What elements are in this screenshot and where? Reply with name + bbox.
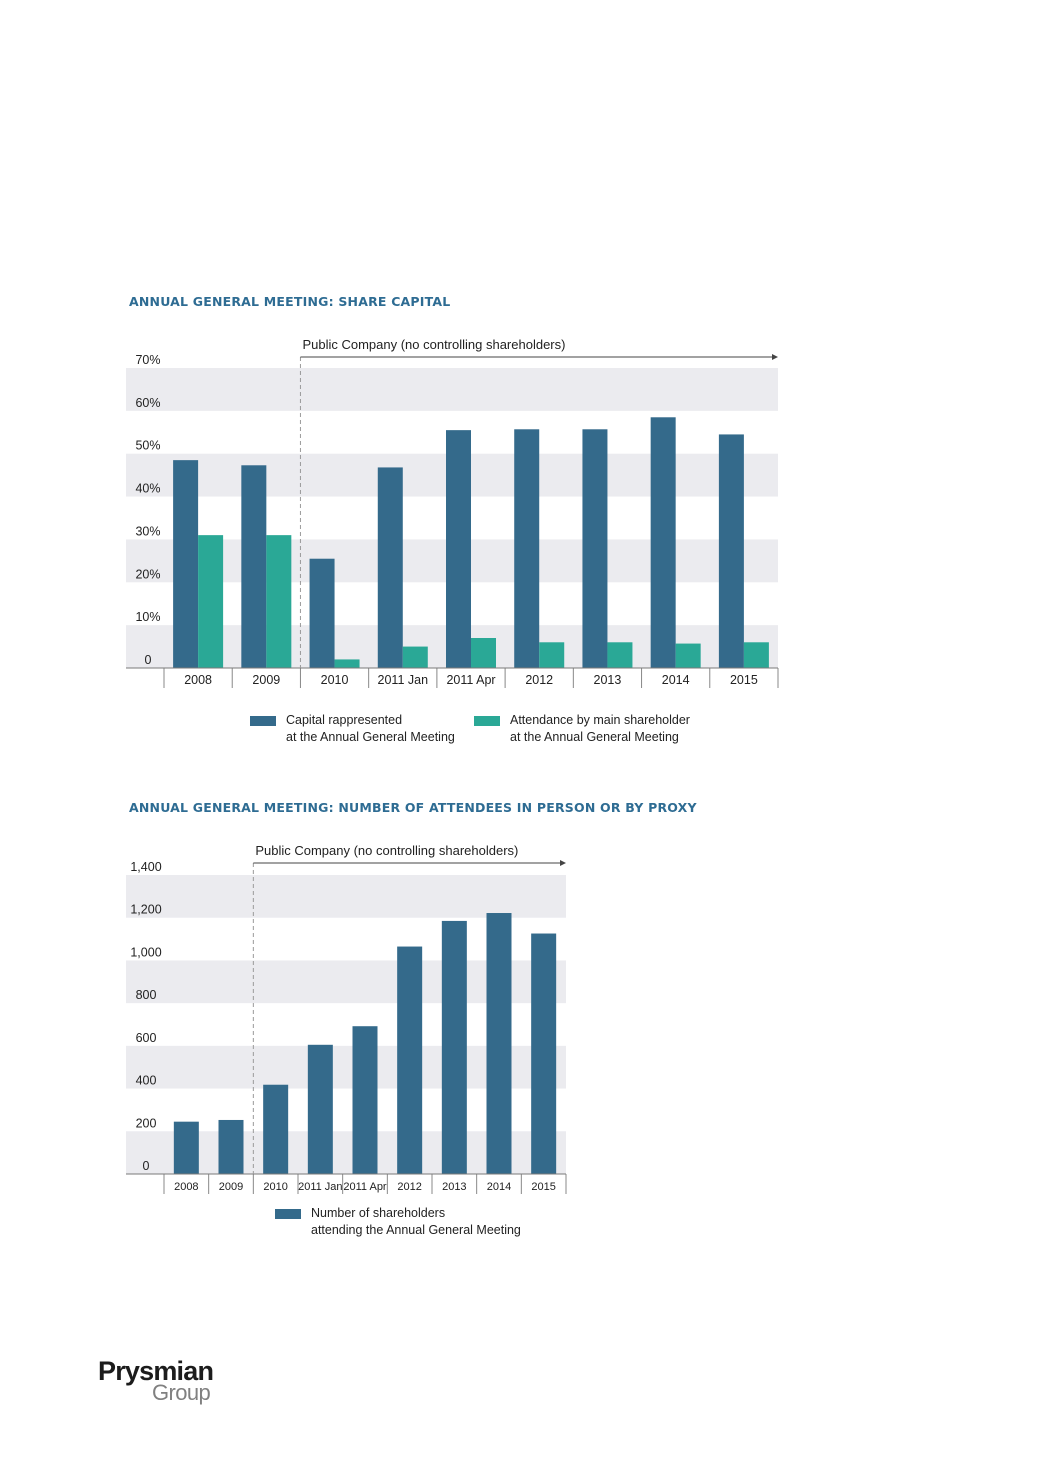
legend-attendance-label: Attendance by main shareholder at the Ann… [510, 713, 690, 744]
bar-attendance [675, 643, 701, 668]
y-tick-label: 60% [135, 396, 160, 410]
y-tick-label: 40% [135, 482, 160, 496]
bar-attendance [607, 642, 633, 668]
attendees-chart: 0 200 400 600 800 1,000 1,200 1,400 2008 2009 2010… [126, 843, 567, 1194]
y-tick-label: 50% [135, 439, 160, 453]
bar-capital [650, 417, 676, 668]
logo-main-text: Prysmian [98, 1356, 214, 1386]
x-tick-label: 2011 Jan [298, 1181, 342, 1193]
x-tick-label: 2015 [730, 673, 758, 687]
bar-capital [718, 434, 744, 668]
bar-shareholders [307, 1044, 333, 1174]
x-tick-label: 2012 [525, 673, 553, 687]
x-tick-label: 2013 [442, 1181, 466, 1193]
x-tick-label: 2014 [662, 673, 690, 687]
x-tick-label: 2014 [487, 1181, 511, 1193]
y-tick-label: 1,200 [130, 903, 161, 917]
x-tick-label: 2013 [594, 673, 622, 687]
bar-shareholders [218, 1119, 244, 1174]
legend-shareholders-label: Number of shareholders attending the Annu… [311, 1206, 521, 1237]
share-capital-chart: 0 10% 20% 30% 40% 50% 60% 70% 2008 2009 2010 2011 J… [126, 337, 779, 688]
x-tick-label: 2009 [252, 673, 280, 687]
legend-attendance-swatch [474, 716, 500, 726]
y-tick-label: 400 [136, 1074, 157, 1088]
bar-attendance [539, 642, 565, 668]
y-tick-label: 70% [135, 353, 160, 367]
bar-shareholders [531, 933, 557, 1174]
bar-capital [582, 429, 608, 668]
bar-attendance [471, 638, 496, 668]
legend-capital-label: Capital rappresented at the Annual Genera… [286, 713, 455, 744]
chart1-title: ANNUAL GENERAL MEETING: SHARE CAPITAL [129, 294, 451, 309]
bar-attendance [198, 535, 224, 668]
y-tick-label: 200 [136, 1116, 157, 1130]
x-tick-label: 2015 [531, 1181, 555, 1193]
y-tick-label: 30% [135, 524, 160, 538]
bar-shareholders [352, 1026, 378, 1174]
x-tick-label: 2010 [321, 673, 349, 687]
x-tick-label: 2008 [184, 673, 212, 687]
y-tick-label: 0 [145, 653, 152, 667]
bar-shareholders [397, 946, 423, 1174]
bar-attendance [402, 646, 428, 668]
x-tick-label: 2011 Jan [378, 673, 429, 687]
bar-attendance [334, 659, 360, 668]
bar-capital [241, 465, 267, 668]
y-tick-label: 20% [135, 567, 160, 581]
legend-capital-swatch [250, 716, 276, 726]
arrow-head-icon [772, 354, 778, 360]
x-tick-label: 2012 [397, 1181, 421, 1193]
arrow-head-icon [560, 860, 566, 866]
y-tick-label: 600 [136, 1031, 157, 1045]
bar-capital [173, 460, 199, 668]
bar-capital [377, 467, 403, 668]
bar-attendance [743, 642, 769, 668]
y-tick-label: 800 [136, 988, 157, 1002]
logo-sub-text: Group [152, 1380, 211, 1405]
x-tick-label: 2011 Apr [446, 673, 495, 687]
bar-capital [514, 429, 540, 668]
public-company-label: Public Company (no controlling sharehold… [255, 843, 518, 858]
x-tick-label: 2010 [263, 1181, 287, 1193]
bar-attendance [266, 535, 292, 668]
bar-shareholders [486, 913, 512, 1174]
bar-shareholders [173, 1121, 199, 1174]
x-tick-label: 2009 [219, 1181, 243, 1193]
x-tick-label: 2011 Apr [343, 1181, 387, 1193]
bar-shareholders [263, 1084, 289, 1174]
x-tick-label: 2008 [174, 1181, 198, 1193]
grid-band [126, 368, 778, 411]
y-tick-label: 10% [135, 610, 160, 624]
chart2-title: ANNUAL GENERAL MEETING: NUMBER OF ATTEND… [129, 800, 697, 815]
y-tick-label: 1,000 [130, 945, 161, 959]
legend-shareholders-swatch [275, 1209, 301, 1219]
y-tick-label: 1,400 [130, 860, 161, 874]
y-tick-label: 0 [143, 1159, 150, 1173]
grid-band [126, 875, 566, 918]
bar-capital [446, 430, 471, 668]
public-company-label: Public Company (no controlling sharehold… [302, 337, 565, 352]
bar-capital [309, 558, 335, 668]
bar-shareholders [441, 920, 467, 1174]
